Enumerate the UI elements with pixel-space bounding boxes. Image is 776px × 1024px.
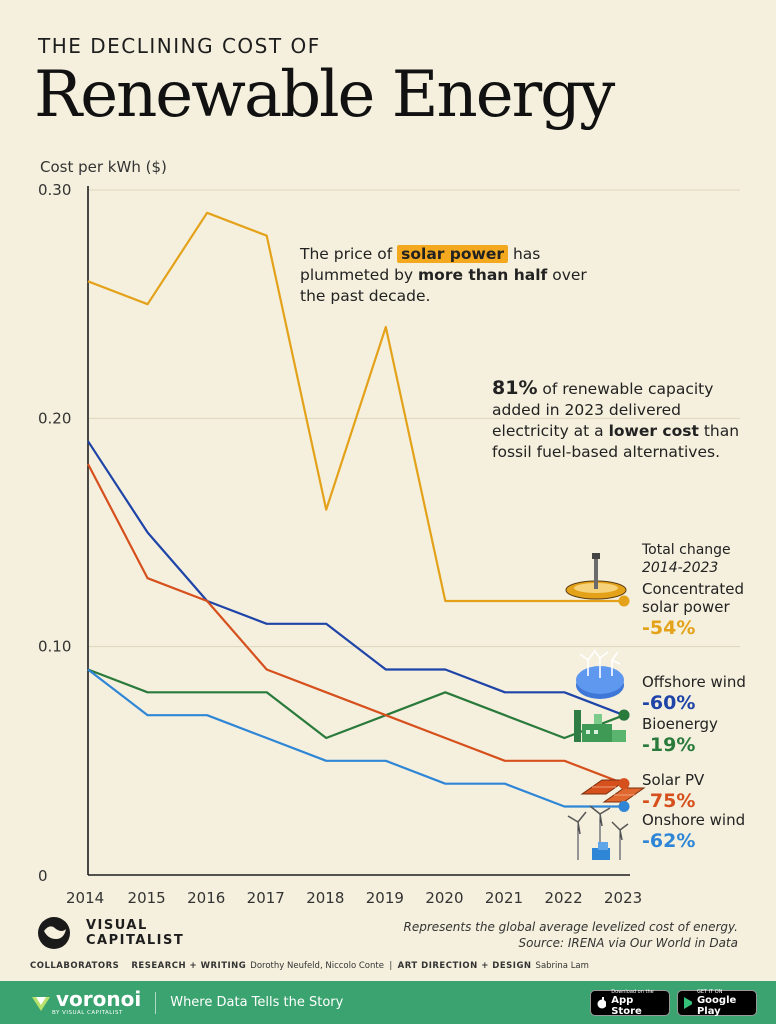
y-axis-label: Cost per kWh ($) <box>40 158 167 176</box>
apple-icon <box>597 997 607 1009</box>
x-tick-label: 2021 <box>485 889 523 907</box>
series-line-0 <box>87 211 624 603</box>
divider <box>155 991 157 1014</box>
solar-tower-icon <box>565 553 627 600</box>
series-line-1 <box>87 440 625 717</box>
series-end-dot-0 <box>618 595 630 607</box>
solar-annotation: The price of solar power has plummeted b… <box>300 245 587 305</box>
series-change-csp: -54% <box>642 617 696 639</box>
series-change-offshore: -60% <box>642 692 696 714</box>
voronoi-logo[interactable]: voronoi BY VISUAL CAPITALIST <box>30 989 141 1016</box>
solar-panel-icon <box>580 779 646 803</box>
solar-highlight: solar power <box>397 245 509 263</box>
visual-capitalist-logo: VISUAL CAPITALIST <box>30 915 184 951</box>
y-tick-label: 0.10 <box>38 638 71 656</box>
source-note: Represents the global average levelized … <box>403 920 738 950</box>
series-line-2 <box>87 668 625 740</box>
tagline: Where Data Tells the Story <box>170 995 344 1010</box>
y-tick-label: 0.20 <box>38 409 71 427</box>
y-tick-label: 0 <box>38 867 48 885</box>
bottom-bar: voronoi BY VISUAL CAPITALIST Where Data … <box>0 981 776 1024</box>
total-change-header: Total change 2014-2023 <box>642 542 731 576</box>
bioenergy-plant-icon <box>574 710 626 742</box>
x-tick-label: 2023 <box>604 889 642 907</box>
series-line-3 <box>87 463 625 785</box>
series-label-offshore: Offshore wind <box>642 673 746 691</box>
x-tick-label: 2014 <box>66 889 104 907</box>
app-store-button[interactable]: Download on the App Store <box>590 989 670 1017</box>
series-label-onshore: Onshore wind <box>642 811 746 829</box>
series-label-bioenergy: Bioenergy <box>642 715 718 733</box>
x-tick-label: 2016 <box>187 889 225 907</box>
capacity-annotation: 81% of renewable capacity added in 2023 … <box>492 377 740 462</box>
x-tick-label: 2017 <box>247 889 285 907</box>
x-tick-label: 2015 <box>128 889 166 907</box>
vc-globe-icon <box>38 917 70 949</box>
series-change-bioenergy: -19% <box>642 734 696 756</box>
series-label-csp: Concentrated solar power <box>642 580 745 616</box>
series-change-onshore: -62% <box>642 830 696 852</box>
offshore-wind-icon <box>576 649 624 699</box>
series-line-4 <box>87 668 624 808</box>
y-tick-label: 0.30 <box>38 181 71 199</box>
series-label-solar-pv: Solar PV <box>642 771 705 789</box>
x-tick-label: 2020 <box>425 889 463 907</box>
series-end-dot-4 <box>618 801 630 812</box>
onshore-wind-icon <box>567 805 629 860</box>
x-tick-label: 2019 <box>366 889 404 907</box>
google-play-button[interactable]: GET IT ON Google Play <box>677 989 757 1017</box>
series-change-solar-pv: -75% <box>642 790 696 812</box>
line-chart: 0.30 0.20 0.10 0 2014 2015 2016 2017 2018 2019 20… <box>38 181 740 907</box>
chart-title: Renewable Energy <box>34 58 615 132</box>
collaborators: COLLABORATORS RESEARCH + WRITING Dorothy … <box>30 961 589 971</box>
x-tick-label: 2018 <box>306 889 344 907</box>
x-tick-label: 2022 <box>544 889 582 907</box>
series-end-dot-3 <box>618 778 630 790</box>
voronoi-icon <box>32 996 50 1011</box>
play-icon <box>684 997 692 1009</box>
series-end-dot-2 <box>618 709 630 721</box>
chart-kicker: THE DECLINING COST OF <box>38 34 321 58</box>
